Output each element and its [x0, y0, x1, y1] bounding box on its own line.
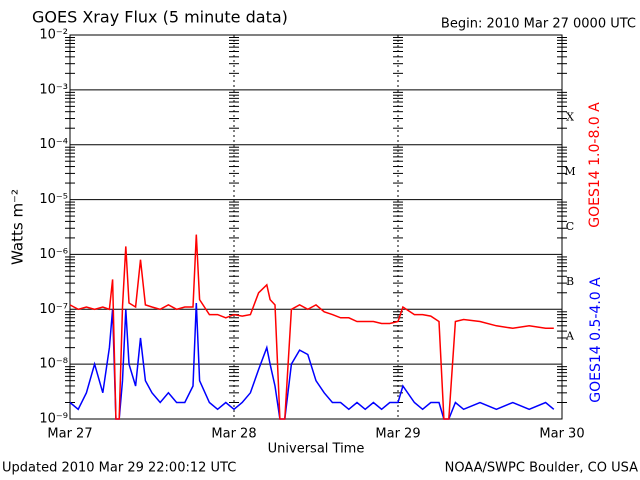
- series-line: [69, 234, 554, 420]
- y-tick-label: 10⁻⁷: [39, 302, 68, 317]
- footer-left: Updated 2010 Mar 29 22:00:12 UTC: [2, 461, 236, 476]
- y-tick-label: 10⁻³: [39, 82, 68, 97]
- y-tick-label: 10⁻⁶: [39, 247, 68, 262]
- series-line: [69, 302, 555, 420]
- x-tick-label: Mar 30: [539, 427, 584, 442]
- flare-class-label: C: [566, 220, 574, 233]
- footer-right: NOAA/SWPC Boulder, CO USA: [445, 461, 638, 476]
- x-tick-label: Mar 27: [47, 427, 92, 442]
- flare-class-label: A: [565, 330, 575, 343]
- y-tick-label: 10⁻⁹: [39, 412, 68, 427]
- legend-entry: GOES14 1.0-8.0 A: [587, 102, 603, 228]
- x-tick-label: Mar 28: [211, 427, 256, 442]
- y-tick-label: 10⁻²: [39, 28, 68, 43]
- y-tick-label: 10⁻⁵: [39, 192, 68, 207]
- flare-class-label: M: [564, 165, 575, 178]
- flare-class-label: X: [566, 110, 574, 123]
- chart-subtitle: Begin: 2010 Mar 27 0000 UTC: [441, 17, 636, 32]
- chart-title: GOES Xray Flux (5 minute data): [32, 8, 288, 27]
- y-axis-label: Watts m⁻²: [9, 189, 27, 265]
- y-tick-label: 10⁻⁴: [39, 137, 68, 152]
- y-tick-label: 10⁻⁸: [39, 357, 68, 372]
- flare-class-label: B: [566, 275, 574, 288]
- x-axis-label: Universal Time: [268, 442, 365, 457]
- x-tick-label: Mar 29: [375, 427, 420, 442]
- legend-entry: GOES14 0.5-4.0 A: [588, 277, 604, 403]
